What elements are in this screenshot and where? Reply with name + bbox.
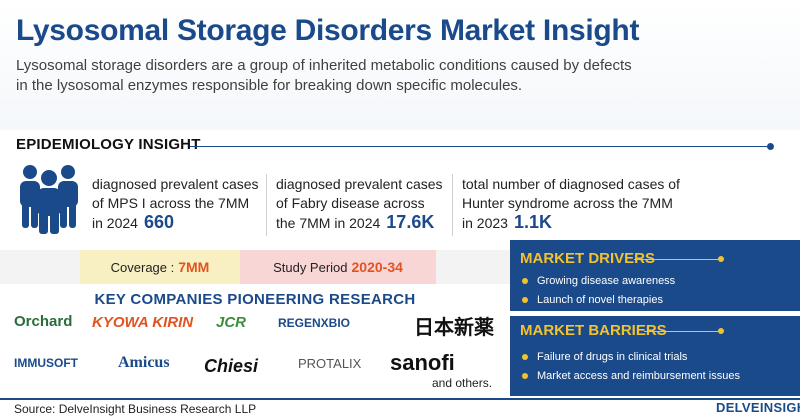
stat-separator [452, 174, 453, 236]
panel-separator [510, 311, 800, 316]
page-title: Lysosomal Storage Disorders Market Insig… [16, 14, 640, 47]
stat-hunter: total number of diagnosed cases of Hunte… [462, 175, 686, 233]
stat-fabry: diagnosed prevalent cases of Fabry disea… [276, 175, 446, 233]
coverage-box: Coverage :7MM [80, 250, 240, 284]
coverage-label: Coverage : [110, 259, 175, 275]
stat-value: 1.1K [513, 212, 552, 232]
stat-text: total number of diagnosed cases of Hunte… [462, 176, 680, 231]
divider-dot [767, 143, 774, 150]
company-logo-amicus: Amicus [118, 354, 170, 371]
market-drivers-heading: MARKET DRIVERS [520, 250, 656, 267]
brand-logo: DELVEINSIGHT [716, 400, 800, 415]
footer-bar [0, 398, 800, 420]
stat-text: diagnosed prevalent cases of Fabry disea… [276, 176, 443, 231]
stat-text: diagnosed prevalent cases of MPS I acros… [92, 176, 259, 231]
drivers-divider-dot [718, 256, 724, 262]
barriers-divider [644, 331, 720, 332]
company-logo-sanofi: sanofi [390, 350, 455, 375]
company-logo-orchard: Orchard [14, 313, 73, 330]
company-logo-jcr: JCR [216, 314, 247, 331]
study-period-box: Study Period 2020-34 [240, 250, 436, 284]
driver-item: Growing disease awareness [522, 275, 675, 287]
stat-value: 17.6K [386, 212, 435, 232]
source-text: Source: DelveInsight Business Research L… [14, 402, 257, 416]
drivers-divider [634, 259, 720, 260]
header-band [0, 0, 800, 130]
people-icon [20, 165, 78, 234]
driver-item: Launch of novel therapies [522, 294, 663, 306]
company-logo-immusoft: IMMUSOFT [14, 356, 78, 370]
barrier-item: Failure of drugs in clinical trials [522, 351, 687, 363]
company-logo-kyowa-kirin: KYOWA KIRIN [92, 314, 194, 331]
epidemiology-divider [190, 146, 770, 147]
market-barriers-heading: MARKET BARRIERS [520, 322, 667, 339]
company-logo-chiesi: Chiesi [204, 356, 259, 376]
company-logo-regenxbio: REGENXBIO [278, 316, 351, 330]
company-logo-nippon-shinyaku: 日本新薬 [414, 317, 494, 339]
epidemiology-heading: EPIDEMIOLOGY INSIGHT [16, 136, 201, 153]
key-companies-heading: KEY COMPANIES PIONEERING RESEARCH [94, 291, 416, 308]
study-period-value: 2020-34 [351, 259, 403, 275]
company-logo-protalix: PROTALIX [298, 356, 362, 371]
stat-mps-i: diagnosed prevalent cases of MPS I acros… [92, 175, 262, 233]
barriers-divider-dot [718, 328, 724, 334]
stat-value: 660 [143, 212, 174, 232]
stat-separator [266, 174, 267, 236]
barrier-item: Market access and reimbursement issues [522, 370, 740, 382]
study-period-label: Study Period [273, 259, 348, 275]
page-description: Lysosomal storage disorders are a group … [16, 57, 632, 94]
coverage-value: 7MM [178, 259, 210, 275]
others-label: and others. [432, 376, 493, 390]
